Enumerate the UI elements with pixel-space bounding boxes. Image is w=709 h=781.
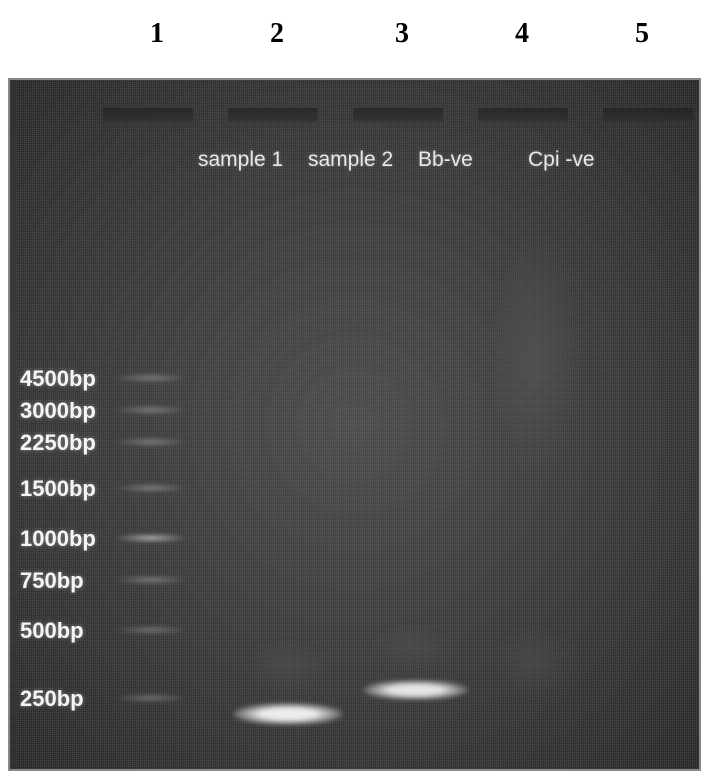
band-lane-3	[363, 680, 468, 700]
lane-number-4: 4	[515, 18, 529, 50]
smear-lane-2-2	[243, 638, 333, 693]
smear-lane-3-3	[368, 623, 458, 673]
lane-label-5: Cpi -ve	[528, 148, 595, 172]
ladder-band-250bp	[116, 693, 186, 703]
ladder-band-4500bp	[116, 373, 186, 383]
band-lane-2	[233, 703, 343, 725]
well-lane-4	[478, 108, 568, 122]
ladder-label-1500bp: 1500bp	[20, 476, 96, 502]
ladder-band-2250bp	[116, 437, 186, 447]
lane-number-2: 2	[270, 18, 284, 50]
ladder-label-500bp: 500bp	[20, 618, 84, 644]
ladder-band-750bp	[116, 575, 186, 585]
smear-lane-4-0	[488, 228, 583, 488]
well-lane-1	[103, 108, 193, 122]
lane-number-3: 3	[395, 18, 409, 50]
wells-row	[8, 108, 701, 126]
lane-number-5: 5	[635, 18, 649, 50]
lane-label-3: sample 2	[308, 148, 393, 172]
ladder-label-2250bp: 2250bp	[20, 430, 96, 456]
smear-lane-4-1	[490, 623, 580, 703]
lane-label-2: sample 1	[198, 148, 283, 172]
gel-image: sample 1 sample 2 Bb-ve Cpi -ve 4500bp 3000bp…	[8, 78, 701, 771]
ladder-label-250bp: 250bp	[20, 686, 84, 712]
lane-number-row: 1 2 3 4 5	[0, 0, 709, 70]
ladder-band-1500bp	[116, 483, 186, 493]
ladder-label-750bp: 750bp	[20, 568, 84, 594]
ladder-band-3000bp	[116, 405, 186, 415]
ladder-label-1000bp: 1000bp	[20, 526, 96, 552]
well-lane-5	[603, 108, 693, 122]
well-lane-2	[228, 108, 318, 122]
ladder-band-1000bp	[116, 533, 186, 543]
well-lane-3	[353, 108, 443, 122]
lane-label-4: Bb-ve	[418, 148, 473, 172]
gel-background	[8, 78, 701, 771]
lane-number-1: 1	[150, 18, 164, 50]
ladder-label-4500bp: 4500bp	[20, 366, 96, 392]
ladder-label-3000bp: 3000bp	[20, 398, 96, 424]
ladder-band-500bp	[116, 625, 186, 635]
